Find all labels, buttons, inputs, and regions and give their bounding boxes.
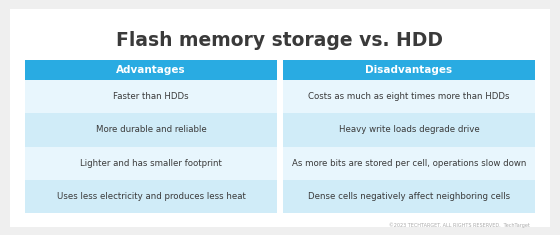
Text: Flash memory storage vs. HDD: Flash memory storage vs. HDD bbox=[116, 31, 444, 50]
FancyBboxPatch shape bbox=[283, 180, 535, 213]
FancyBboxPatch shape bbox=[25, 113, 277, 146]
Text: Costs as much as eight times more than HDDs: Costs as much as eight times more than H… bbox=[308, 92, 510, 101]
FancyBboxPatch shape bbox=[10, 9, 550, 227]
FancyBboxPatch shape bbox=[25, 60, 277, 80]
Text: Disadvantages: Disadvantages bbox=[366, 65, 452, 75]
Text: Uses less electricity and produces less heat: Uses less electricity and produces less … bbox=[57, 192, 245, 201]
FancyBboxPatch shape bbox=[25, 180, 277, 213]
Text: Dense cells negatively affect neighboring cells: Dense cells negatively affect neighborin… bbox=[308, 192, 510, 201]
Text: More durable and reliable: More durable and reliable bbox=[96, 125, 207, 134]
FancyBboxPatch shape bbox=[283, 113, 535, 146]
FancyBboxPatch shape bbox=[283, 60, 535, 80]
Text: Lighter and has smaller footprint: Lighter and has smaller footprint bbox=[80, 159, 222, 168]
Text: ©2023 TECHTARGET. ALL RIGHTS RESERVED.  TechTarget: ©2023 TECHTARGET. ALL RIGHTS RESERVED. T… bbox=[389, 222, 530, 228]
FancyBboxPatch shape bbox=[25, 146, 277, 180]
Text: As more bits are stored per cell, operations slow down: As more bits are stored per cell, operat… bbox=[292, 159, 526, 168]
FancyBboxPatch shape bbox=[283, 80, 535, 113]
Text: Faster than HDDs: Faster than HDDs bbox=[113, 92, 189, 101]
Text: Heavy write loads degrade drive: Heavy write loads degrade drive bbox=[339, 125, 479, 134]
FancyBboxPatch shape bbox=[25, 80, 277, 113]
FancyBboxPatch shape bbox=[283, 146, 535, 180]
Text: Advantages: Advantages bbox=[116, 65, 186, 75]
